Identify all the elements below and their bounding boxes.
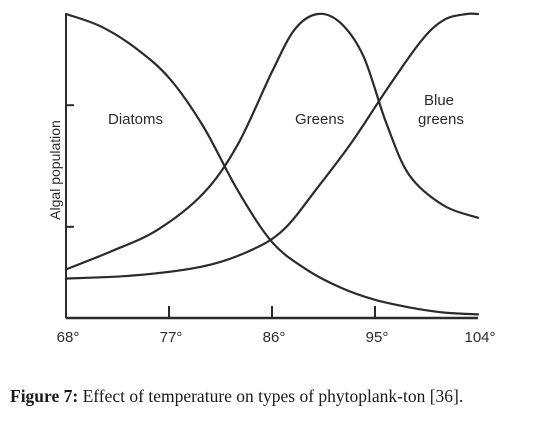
axes: 68° 77° 86° 95° 104° Algal population: [47, 14, 496, 346]
x-tick-label: 104°: [464, 329, 495, 346]
x-tick-label: 68°: [57, 329, 80, 346]
series-layer: [64, 12, 480, 316]
label-greens: Greens: [295, 111, 344, 128]
chart: 68° 77° 86° 95° 104° Algal population Diatoms…: [47, 12, 496, 346]
x-tick-label: 77°: [160, 329, 183, 346]
caption-label: Figure 7:: [10, 386, 79, 406]
x-tick-label: 95°: [366, 329, 389, 346]
x-tick-label: 86°: [263, 329, 286, 346]
blue-greens-curve: [64, 12, 480, 280]
y-axis-label: Algal population: [47, 120, 63, 220]
label-greens-2: greens: [418, 111, 464, 128]
greens-curve: [64, 12, 480, 271]
label-diatoms: Diatoms: [108, 111, 163, 128]
labels: Diatoms Greens Blue greens: [108, 92, 464, 128]
figure-caption: Figure 7: Effect of temperature on types…: [10, 385, 532, 408]
label-blue: Blue: [424, 92, 454, 109]
diatoms-curve: [64, 12, 480, 316]
caption-text: Effect of temperature on types of phytop…: [78, 386, 464, 406]
